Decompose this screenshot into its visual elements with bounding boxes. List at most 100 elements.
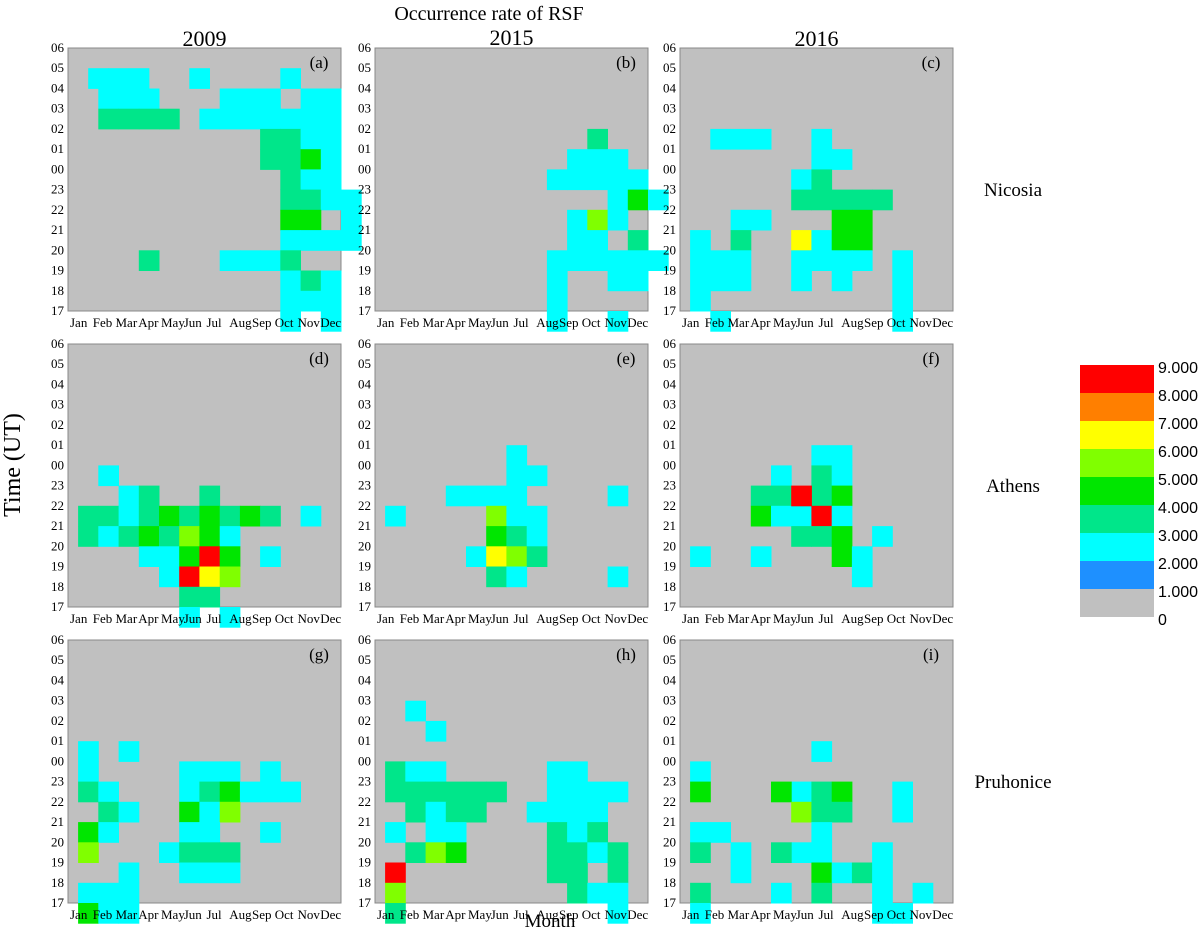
heatmap-cell — [138, 250, 160, 271]
column-title: 2009 — [183, 26, 227, 51]
heatmap-cell — [831, 862, 853, 884]
heatmap-cell — [892, 801, 913, 823]
y-tick-label: 03 — [663, 693, 676, 708]
x-tick-label: Jan — [682, 611, 700, 626]
y-tick-label: 23 — [51, 774, 64, 789]
heatmap-cell — [811, 445, 833, 466]
colorbar-swatch — [1080, 533, 1154, 561]
heatmap-cell — [219, 88, 241, 110]
heatmap-cell — [280, 108, 301, 130]
y-tick-label: 04 — [51, 80, 65, 95]
heatmap-cell — [506, 526, 528, 547]
y-tick-label: 21 — [358, 518, 371, 533]
heatmap-cell — [320, 108, 342, 130]
heatmap-cell — [159, 842, 180, 863]
y-tick-label: 06 — [51, 632, 65, 647]
heatmap-cell — [320, 290, 342, 312]
x-tick-label: Jun — [491, 315, 510, 330]
heatmap-cell — [607, 842, 629, 863]
heatmap-cell — [486, 781, 507, 803]
heatmap-cell — [831, 445, 853, 466]
heatmap-cell — [892, 311, 913, 332]
colorbar-swatch — [1080, 449, 1154, 477]
heatmap-cell — [690, 270, 711, 292]
heatmap-cell — [219, 505, 241, 527]
heatmap-cell — [831, 526, 853, 547]
heatmap-cell — [98, 465, 119, 487]
y-tick-label: 20 — [51, 242, 64, 257]
heatmap-cell — [260, 88, 281, 110]
x-tick-label: Jul — [207, 907, 223, 922]
heatmap-cell — [872, 862, 893, 884]
heatmap-cell — [219, 842, 241, 863]
heatmap-cell — [138, 546, 160, 567]
y-tick-label: 03 — [663, 101, 676, 116]
x-tick-label: Sep — [559, 907, 579, 922]
heatmap-cell — [179, 526, 200, 547]
x-tick-label: Apr — [750, 611, 771, 626]
heatmap-cell — [445, 822, 467, 843]
x-tick-label: Mar — [116, 611, 138, 626]
panel-tag: (b) — [616, 53, 636, 72]
heatmap-cell — [831, 230, 853, 251]
heatmap-cell — [567, 209, 588, 231]
heatmap-cell — [118, 801, 140, 823]
heatmap-cell — [98, 822, 119, 843]
x-tick-label: Aug — [229, 315, 252, 330]
y-tick-label: 21 — [358, 814, 371, 829]
colorbar-tick-label: 6.000 — [1158, 444, 1198, 461]
heatmap-cell — [546, 270, 568, 292]
panel-tag: (a) — [310, 53, 329, 72]
heatmap-cell — [730, 270, 752, 292]
panel-tag: (i) — [923, 645, 939, 664]
y-tick-label: 03 — [358, 693, 371, 708]
y-tick-label: 06 — [358, 632, 372, 647]
heatmap-cell — [300, 290, 322, 312]
y-tick-label: 19 — [51, 559, 64, 574]
y-tick-label: 02 — [663, 417, 676, 432]
heatmap-cell — [179, 761, 200, 783]
x-tick-label: Apr — [445, 611, 466, 626]
colorbar-tick-label: 8.000 — [1158, 388, 1198, 405]
heatmap-cell — [445, 842, 467, 863]
heatmap-cell — [486, 566, 507, 588]
colorbar-swatch — [1080, 561, 1154, 589]
heatmap-cell — [872, 842, 893, 863]
heatmap-cell — [445, 781, 467, 803]
heatmap-cell — [341, 189, 362, 211]
heatmap-cell — [385, 903, 406, 924]
heatmap-cell — [872, 189, 893, 211]
heatmap-cell — [811, 189, 833, 211]
y-tick-label: 18 — [51, 579, 64, 594]
panel-tag: (d) — [309, 349, 329, 368]
heatmap-cell — [445, 801, 467, 823]
heatmap-cell — [78, 781, 99, 803]
heatmap-cell — [811, 862, 833, 884]
heatmap-cell — [730, 128, 752, 150]
heatmap-cell — [872, 526, 893, 547]
heatmap-cell — [892, 290, 913, 312]
x-tick-label: Aug — [229, 611, 252, 626]
heatmap-cell — [831, 209, 853, 231]
heatmap-cell — [320, 189, 342, 211]
heatmap-cell — [320, 149, 342, 170]
heatmap-cell — [791, 505, 812, 527]
heatmap-cell — [239, 250, 261, 271]
y-tick-label: 22 — [358, 498, 371, 513]
x-tick-label: Nov — [605, 315, 628, 330]
x-tick-label: Sep — [864, 907, 884, 922]
x-tick-label: May — [773, 611, 797, 626]
heatmap-cell — [138, 505, 160, 527]
heatmap-cell — [526, 505, 548, 527]
x-tick-label: Sep — [559, 315, 579, 330]
y-tick-label: 23 — [358, 182, 371, 197]
y-tick-label: 17 — [358, 599, 372, 614]
x-tick-label: Feb — [93, 907, 113, 922]
heatmap-cell — [567, 781, 588, 803]
x-tick-label: Feb — [705, 315, 725, 330]
x-tick-label: Jun — [184, 907, 203, 922]
heatmap-cell — [280, 169, 301, 191]
panel-h: 06 05 04 03 02 01 00 23 22 21 20 19 18 17 Jan Feb Mar Apr… — [358, 632, 649, 924]
heatmap-cell — [260, 546, 281, 567]
